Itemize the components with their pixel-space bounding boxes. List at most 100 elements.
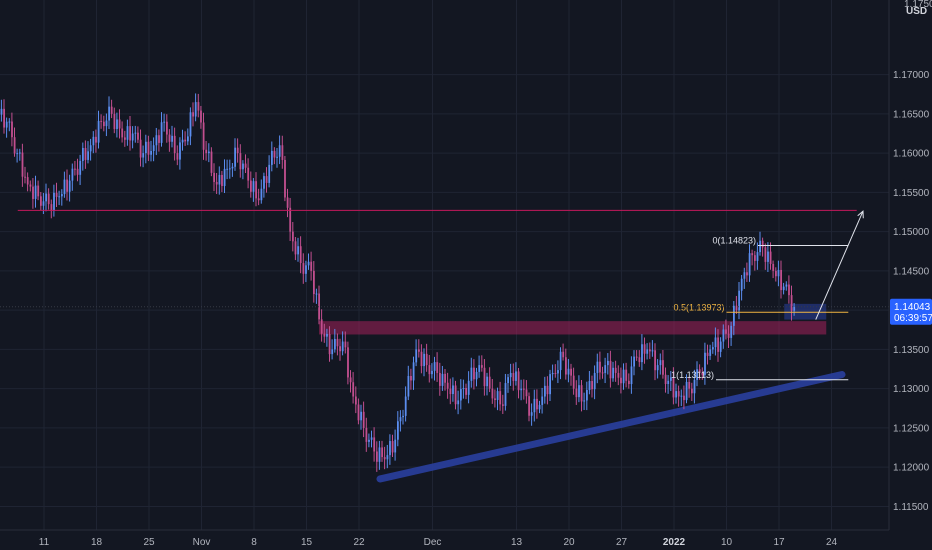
candle-body: [394, 439, 397, 453]
candle-body: [578, 385, 580, 398]
candle-body: [536, 398, 538, 410]
candle-body: [685, 381, 688, 401]
candle-body: [34, 185, 37, 199]
y-tick-label: 1.16000: [893, 149, 930, 160]
candle-body: [530, 412, 533, 416]
candle-body: [226, 168, 229, 170]
candle-body: [538, 404, 541, 410]
candle-body: [688, 381, 691, 389]
candle-body: [139, 139, 142, 158]
candle-body: [738, 290, 740, 311]
candle-body: [50, 204, 53, 211]
candle-body: [158, 135, 160, 143]
x-tick-label: 8: [251, 537, 257, 548]
candle-body: [583, 400, 586, 402]
candle-body: [740, 278, 743, 291]
candle-body: [42, 201, 45, 206]
candle-body: [714, 337, 717, 348]
candle-body: [633, 356, 635, 367]
candle-body: [496, 391, 499, 400]
candle-body: [137, 132, 139, 140]
candle-body: [397, 421, 399, 440]
candle-body: [142, 153, 145, 158]
candle-body: [71, 168, 74, 181]
candle-body: [357, 404, 360, 421]
time-axis[interactable]: 11 18 25 Nov 8 15 22 Dec 13 20 27 2022 10 17 24: [0, 529, 889, 548]
candle-body: [37, 185, 40, 197]
candle-body: [381, 447, 383, 458]
candle-body: [55, 192, 58, 197]
y-tick-label: 1.15500: [893, 188, 930, 199]
candle-body: [719, 341, 722, 352]
candle-body: [544, 385, 546, 397]
candle-body: [769, 251, 772, 264]
candle-body: [504, 383, 507, 406]
candle-body: [391, 441, 394, 453]
candle-body: [168, 134, 171, 142]
candle-body: [754, 255, 756, 261]
candle-body: [651, 350, 654, 352]
candle-body: [593, 372, 596, 390]
projection-arrow[interactable]: [815, 211, 864, 320]
candle-body: [541, 396, 544, 405]
candle-body: [677, 391, 680, 397]
entry-box[interactable]: [784, 303, 827, 320]
candle-body: [11, 121, 13, 138]
candle-body: [433, 362, 436, 371]
candle-body: [649, 349, 651, 352]
candle-body: [263, 176, 265, 189]
candle-body: [352, 382, 355, 397]
candle-body: [572, 375, 575, 389]
candle-body: [97, 120, 100, 143]
candle-body: [436, 362, 439, 373]
candle-body: [355, 396, 357, 405]
candle-body: [210, 151, 213, 173]
candle-body: [3, 108, 5, 128]
candle-body: [76, 168, 79, 175]
candle-body: [61, 194, 63, 197]
candle-body: [368, 439, 370, 442]
candle-body: [373, 437, 376, 452]
candle-body: [231, 166, 234, 169]
candle-body: [533, 398, 536, 413]
candle-body: [525, 389, 528, 397]
fib-level-label: 0(1.14823): [712, 236, 756, 246]
candle-body: [596, 361, 599, 373]
candle-body: [554, 372, 557, 374]
candle-body: [494, 398, 496, 400]
candle-body: [502, 404, 504, 406]
candle-body: [234, 147, 236, 167]
candle-body: [462, 387, 465, 390]
x-tick-label: 2022: [663, 537, 686, 548]
candle-body: [735, 305, 738, 311]
candle-body: [110, 106, 113, 114]
candle-body: [305, 265, 307, 274]
candle-body: [126, 126, 129, 140]
price-axis[interactable]: USD 1.17000 1.16500 1.16000 1.15500 1.15000 1…: [888, 0, 932, 530]
candle-body: [412, 362, 415, 381]
candle-body: [483, 367, 486, 387]
candle-body: [730, 325, 733, 338]
candle-body: [473, 367, 475, 380]
ascending-trendline[interactable]: [376, 371, 846, 483]
candle-body: [0, 108, 3, 115]
candle-body: [339, 346, 341, 352]
candle-body: [286, 197, 289, 208]
candle-body: [268, 164, 271, 183]
candle-body: [289, 207, 292, 232]
candle-body: [84, 147, 87, 160]
candle-body: [604, 365, 607, 373]
candle-body: [74, 168, 76, 170]
candle-body: [19, 152, 21, 154]
y-tick-label: 1.17000: [893, 70, 930, 81]
candle-body: [297, 246, 299, 255]
candle-body: [691, 388, 693, 394]
candle-body: [672, 377, 675, 398]
candle-body: [767, 251, 769, 262]
candle-body: [260, 188, 263, 201]
candles: [0, 93, 796, 472]
candle-body: [683, 395, 685, 401]
candle-body: [315, 293, 318, 295]
demand-zone[interactable]: [319, 321, 827, 335]
